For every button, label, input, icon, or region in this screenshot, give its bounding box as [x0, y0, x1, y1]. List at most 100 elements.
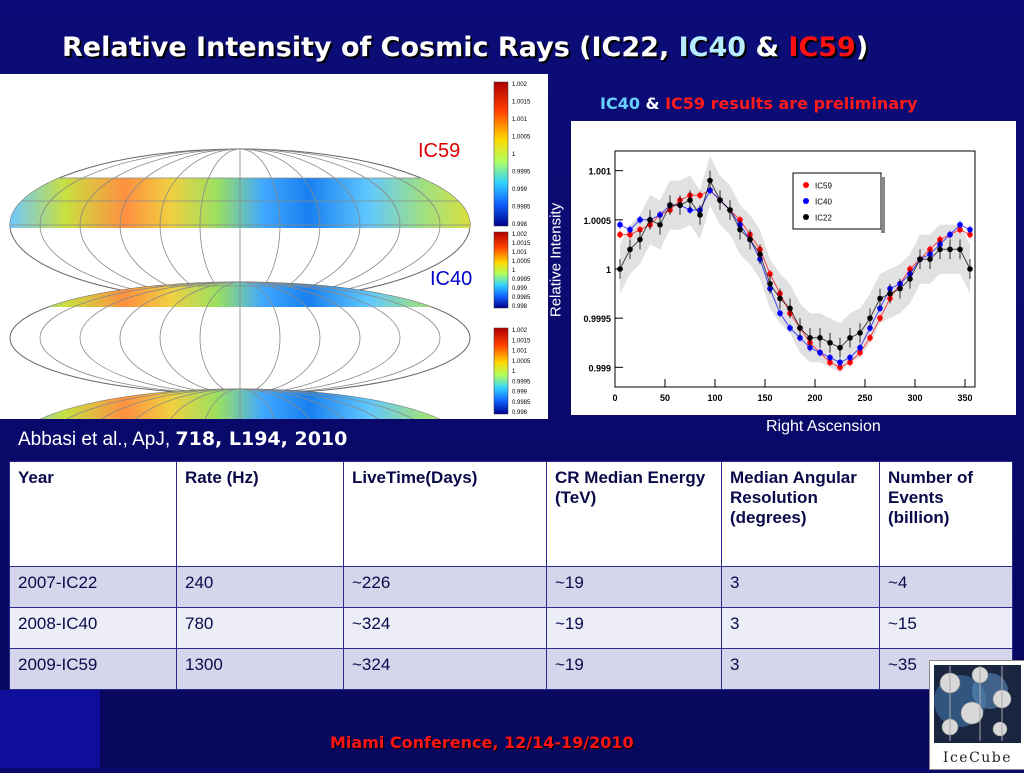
data-point-ic22 — [837, 344, 843, 351]
x-tick-label: 250 — [857, 393, 872, 403]
data-point-ic22 — [697, 212, 703, 218]
colorbar-tick-label: 1.001 — [512, 250, 528, 256]
data-point-ic22 — [817, 335, 823, 341]
col-rate: Rate (Hz) — [176, 461, 344, 567]
data-point-ic59 — [847, 359, 853, 366]
colorbar-tick-label: 1.0015 — [512, 338, 531, 344]
data-point-ic22 — [677, 202, 683, 208]
table-cell: 3 — [721, 648, 880, 690]
x-tick-label: 100 — [707, 393, 722, 403]
colorbar-tick-label: 1.0005 — [512, 135, 531, 141]
colorbar-tick-label: 1.0005 — [512, 359, 531, 365]
data-point-ic22 — [917, 256, 923, 262]
table-cell: ~19 — [546, 607, 722, 649]
table-cell: 3 — [721, 566, 880, 608]
note-amp: & — [645, 94, 660, 113]
legend-marker-ic59 — [803, 182, 809, 188]
title-main: Relative Intensity of Cosmic Rays (IC22, — [62, 32, 679, 63]
colorbar-tick-label: 0.9985 — [512, 295, 531, 301]
title-ic40: IC40 — [678, 32, 747, 63]
y-tick-label: 0.9995 — [583, 314, 611, 324]
data-point-ic22 — [787, 305, 793, 312]
citation-text: Abbasi et al., ApJ, — [18, 429, 176, 450]
chart-x-axis-label: Right Ascension — [766, 418, 881, 435]
table-cell: ~15 — [879, 607, 1013, 649]
ra-intensity-chart: 1.001 1.0005 1 0.9995 0.999 0 50 100 150 200 250 30… — [571, 121, 1016, 415]
chart-y-axis-label: Relative Intensity — [547, 202, 565, 318]
table-row: 2007-IC22 240 ~226 ~19 3 ~4 — [9, 566, 1013, 608]
data-point-ic40 — [807, 344, 813, 351]
colorbar-tick-label: 1 — [512, 152, 516, 158]
data-point-ic22 — [637, 236, 643, 243]
data-point-ic22 — [867, 315, 873, 321]
data-point-ic59 — [637, 226, 643, 233]
data-point-ic22 — [827, 339, 833, 346]
data-point-ic22 — [877, 295, 883, 302]
colorbar-ticks: 1.002 1.0015 1.001 1.0005 1 0.9995 0.999 0.9985… — [512, 82, 531, 416]
data-point-ic22 — [757, 251, 763, 258]
colorbar-tick-label: 0.999 — [512, 390, 528, 396]
title-close: ) — [855, 32, 869, 63]
colorbar-tick-label: 1.002 — [512, 232, 528, 238]
sky-maps-panel: 1.002 1.0015 1.001 1.0005 1 0.9995 0.999 0.9985… — [0, 74, 548, 510]
data-point-ic22 — [737, 226, 743, 233]
note-ic40: IC40 — [600, 94, 640, 113]
data-point-ic59 — [867, 335, 873, 341]
colorbar-tick-label: 1.0015 — [512, 100, 531, 106]
data-point-ic59 — [827, 359, 833, 366]
note-rest: IC59 results are preliminary — [665, 94, 918, 113]
colorbar-tick-label: 1.002 — [512, 82, 528, 88]
col-year: Year — [9, 461, 177, 567]
colorbar-tick-label: 1.001 — [512, 117, 528, 123]
y-tick-label: 1 — [606, 265, 611, 275]
table-cell: ~19 — [546, 566, 722, 608]
table-cell: ~324 — [343, 648, 547, 690]
data-point-ic22 — [707, 177, 713, 184]
data-point-ic40 — [837, 359, 843, 366]
colorbar-tick-label: 1.002 — [512, 328, 528, 334]
data-point-ic22 — [667, 202, 673, 208]
title-amp: & — [746, 32, 789, 63]
colorbar-tick-label: 0.9985 — [512, 205, 531, 211]
colorbar-tick-label: 1 — [512, 268, 516, 274]
table-cell: ~4 — [879, 566, 1013, 608]
y-tick-label: 0.999 — [588, 363, 611, 373]
data-point-ic22 — [687, 197, 693, 203]
data-point-ic40 — [787, 325, 793, 331]
x-tick-label: 200 — [807, 393, 822, 403]
y-tick-label: 1.0005 — [583, 216, 611, 226]
data-point-ic22 — [847, 335, 853, 341]
col-energy: CR Median Energy (TeV) — [546, 461, 722, 567]
col-resolution: Median Angular Resolution (degrees) — [721, 461, 880, 567]
colorbar-tick-label: 0.999 — [512, 187, 528, 193]
data-point-ic22 — [617, 266, 623, 272]
data-point-ic22 — [627, 246, 633, 253]
y-tick-label: 1.001 — [588, 167, 611, 177]
data-point-ic22 — [767, 280, 773, 287]
colorbar-tick-label: 0.998 — [512, 410, 528, 416]
data-point-ic22 — [647, 217, 653, 223]
table-row: 2009-IC59 1300 ~324 ~19 3 ~35 — [9, 648, 1013, 690]
data-point-ic22 — [797, 325, 803, 331]
data-point-ic22 — [907, 276, 913, 282]
table-cell: 2009-IC59 — [9, 648, 177, 690]
table-cell: 2008-IC40 — [9, 607, 177, 649]
slide-title: Relative Intensity of Cosmic Rays (IC22,… — [62, 32, 868, 63]
colorbar-tick-label: 1.001 — [512, 349, 528, 355]
table-cell: 1300 — [176, 648, 344, 690]
table-cell: ~19 — [546, 648, 722, 690]
legend-marker-ic22 — [803, 214, 809, 220]
logo-text: IceCube — [943, 750, 1012, 766]
icecube-logo: IceCube — [929, 660, 1024, 770]
table-cell: 240 — [176, 566, 344, 608]
data-point-ic40 — [947, 231, 953, 238]
legend-shadow — [881, 177, 885, 233]
x-tick-label: 300 — [907, 393, 922, 403]
data-point-ic40 — [857, 344, 863, 351]
legend-label-ic59: IC59 — [815, 182, 832, 191]
data-point-ic59 — [967, 231, 973, 238]
table-cell: ~324 — [343, 607, 547, 649]
table-cell: 2007-IC22 — [9, 566, 177, 608]
data-point-ic22 — [957, 246, 963, 253]
data-point-ic59 — [837, 364, 843, 371]
